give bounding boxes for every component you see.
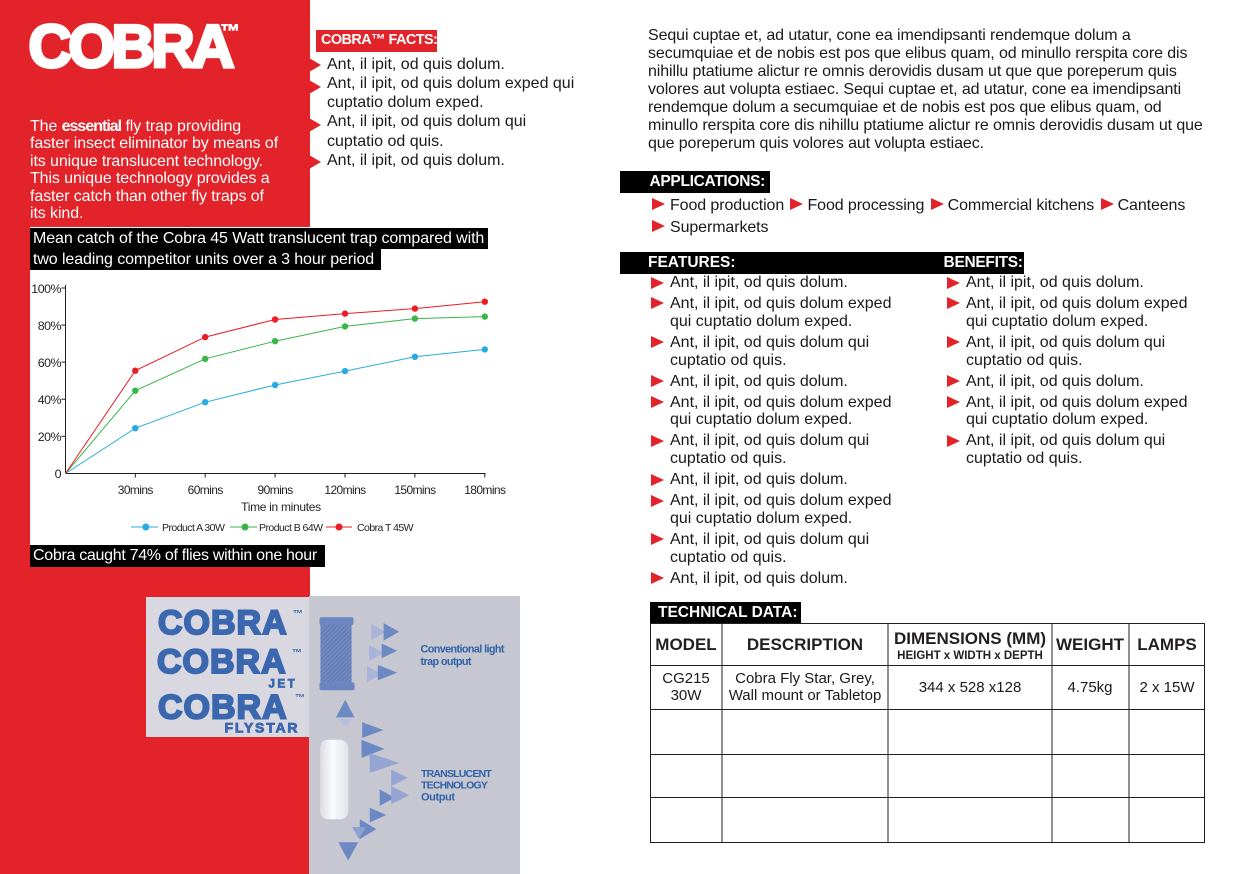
svg-text:100%: 100% xyxy=(31,282,61,296)
svg-text:20%: 20% xyxy=(38,430,62,444)
svg-text:COBRA: COBRA xyxy=(158,604,288,642)
svg-text:HEIGHT x WIDTH x DEPTH: HEIGHT x WIDTH x DEPTH xyxy=(897,650,1043,662)
svg-text:JET: JET xyxy=(269,679,298,691)
svg-text:COBRA: COBRA xyxy=(157,643,287,681)
svg-text:40%: 40% xyxy=(38,393,62,407)
svg-text:344 x 528 x128: 344 x 528 x128 xyxy=(919,679,1022,696)
svg-text:MODEL: MODEL xyxy=(655,635,716,654)
svg-text:Cobra Fly Star, Grey,: Cobra Fly Star, Grey, xyxy=(735,670,875,687)
svg-text:Cobra T 45W: Cobra T 45W xyxy=(357,522,414,534)
svg-text:™: ™ xyxy=(220,21,240,43)
svg-text:™: ™ xyxy=(295,693,305,704)
svg-text:120mins: 120mins xyxy=(324,483,366,497)
svg-text:60%: 60% xyxy=(38,356,62,370)
svg-text:Conventional light: Conventional light xyxy=(421,643,505,655)
svg-text:TRANSLUCENT: TRANSLUCENT xyxy=(421,768,492,780)
svg-text:150mins: 150mins xyxy=(394,483,436,497)
svg-text:30mins: 30mins xyxy=(118,483,154,497)
svg-text:60mins: 60mins xyxy=(188,483,224,497)
svg-text:TECHNOLOGY: TECHNOLOGY xyxy=(421,780,488,792)
svg-text:80%: 80% xyxy=(38,319,62,333)
svg-text:Output: Output xyxy=(421,792,455,804)
svg-text:90mins: 90mins xyxy=(258,483,294,497)
svg-text:™: ™ xyxy=(293,609,303,620)
svg-text:Product A 30W: Product A 30W xyxy=(162,522,225,534)
svg-text:CG215: CG215 xyxy=(662,670,710,687)
svg-text:WEIGHT: WEIGHT xyxy=(1056,635,1125,654)
svg-text:DIMENSIONS (MM): DIMENSIONS (MM) xyxy=(894,629,1046,648)
svg-text:Wall mount or Tabletop: Wall mount or Tabletop xyxy=(729,687,882,704)
svg-text:Product B 64W: Product B 64W xyxy=(259,522,323,534)
svg-text:4.75kg: 4.75kg xyxy=(1067,679,1112,696)
svg-text:COBRA: COBRA xyxy=(158,689,288,727)
svg-text:FLYSTAR: FLYSTAR xyxy=(225,720,300,736)
svg-text:0: 0 xyxy=(55,467,62,481)
svg-text:trap output: trap output xyxy=(421,656,472,668)
svg-text:180mins: 180mins xyxy=(464,483,506,497)
svg-text:™: ™ xyxy=(292,648,302,659)
svg-text:DESCRIPTION: DESCRIPTION xyxy=(747,635,863,654)
svg-text:COBRA: COBRA xyxy=(29,13,234,80)
svg-text:LAMPS: LAMPS xyxy=(1137,635,1197,654)
svg-text:2 x 15W: 2 x 15W xyxy=(1139,679,1195,696)
svg-text:Time in minutes: Time in minutes xyxy=(241,500,321,514)
svg-text:30W: 30W xyxy=(671,687,703,704)
